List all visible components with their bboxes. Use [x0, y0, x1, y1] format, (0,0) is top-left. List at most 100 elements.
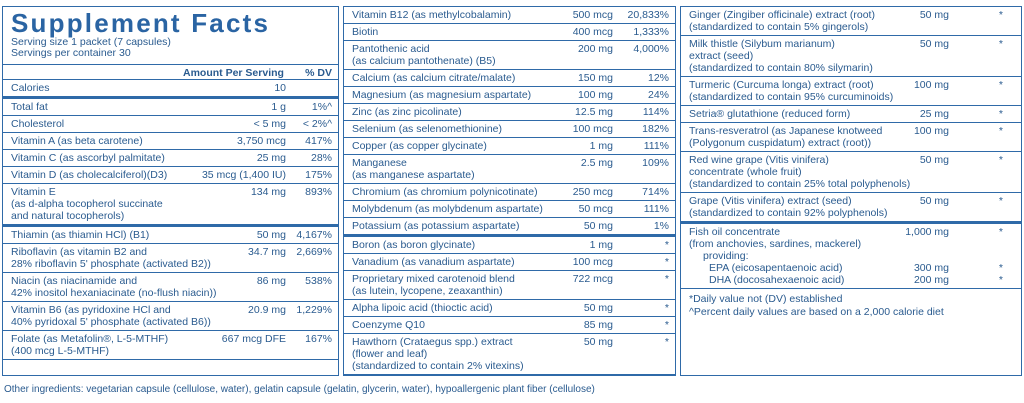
nutrient-dv: 417%: [305, 135, 332, 147]
nutrient-amount: 12.5 mg: [575, 106, 613, 118]
nutrient-dv: 1%^: [311, 101, 332, 113]
nutrient-dv: 714%: [642, 186, 669, 198]
nutrient-amount: 1 g: [271, 101, 286, 113]
nutrient-amount: 722 mcg: [572, 273, 613, 285]
nutrient-row: Magnesium (as magnesium aspartate) 100 mg…: [344, 87, 675, 104]
nutrient-name: Hawthorn (Crataegus spp.) extract: [352, 336, 513, 348]
nutrient-detail: (as calcium pantothenate) (B5): [352, 55, 496, 67]
dha-name: DHA (docosahexaenoic acid): [709, 274, 845, 286]
nutrient-dv: < 2%^: [302, 118, 332, 130]
page-title: Supplement Facts: [11, 8, 271, 38]
nutrient-dv: 2,669%: [296, 246, 332, 258]
nutrient-amount: 50 mcg: [578, 203, 613, 215]
nutrient-row: Setria® glutathione (reduced form) 25 mg *: [681, 106, 1021, 123]
nutrient-name: Proprietary mixed carotenoid blend: [352, 273, 515, 285]
nutrient-row: Potassium (as potassium aspartate) 50 mg 1…: [344, 218, 675, 237]
nutrient-dv: *: [998, 38, 1003, 50]
nutrient-row: Vitamin B6 (as pyridoxine HCl and 40% pyr…: [3, 302, 338, 331]
column-header: Amount Per Serving % DV: [3, 64, 338, 80]
nutrient-name: Manganese: [352, 157, 407, 169]
nutrient-row: Vitamin A (as beta carotene) 3,750 mcg 417…: [3, 133, 338, 150]
nutrient-row: Molybdenum (as molybdenum aspartate) 50 m…: [344, 201, 675, 218]
nutrient-name: Niacin (as niacinamide and: [11, 275, 138, 287]
fish-oil-providing: providing:: [703, 250, 749, 262]
nutrient-amount: 100 mcg: [572, 256, 613, 268]
nutrient-name: Setria® glutathione (reduced form): [689, 108, 851, 120]
nutrient-amount: 85 mg: [583, 319, 613, 331]
nutrient-name: Cholesterol: [11, 118, 65, 130]
nutrient-row: Coenzyme Q10 85 mg *: [344, 317, 675, 334]
other-ingredients: Other ingredients: vegetarian capsule (c…: [4, 384, 595, 395]
nutrient-row: Total fat 1 g 1%^: [3, 99, 338, 116]
nutrient-amount: 50 mg: [256, 229, 286, 241]
nutrient-name: Trans-resveratrol (as Japanese knotweed: [689, 125, 883, 137]
nutrient-row: Proprietary mixed carotenoid blend (as lu…: [344, 271, 675, 300]
nutrient-detail: concentrate (whole fruit): [689, 166, 802, 178]
nutrient-detail: (standardized to contain 95% curcuminoid…: [689, 91, 894, 103]
nutrient-amount: 3,750 mcg: [236, 135, 286, 147]
nutrient-dv: 114%: [642, 106, 669, 118]
nutrient-name: Molybdenum (as molybdenum aspartate): [352, 203, 543, 215]
nutrient-row: Turmeric (Curcuma longa) extract (root)(…: [681, 77, 1021, 106]
nutrient-row: Chromium (as chromium polynicotinate) 250…: [344, 184, 675, 201]
nutrient-amount: 667 mcg DFE: [221, 333, 286, 345]
nutrient-name: Ginger (Zingiber officinale) extract (ro…: [689, 9, 875, 21]
nutrient-amount: 50 mg: [919, 9, 949, 21]
dha-amount: 200 mg: [913, 274, 949, 286]
nutrient-name: Fish oil concentrate: [689, 226, 781, 238]
nutrient-amount: 1,000 mg: [905, 226, 949, 238]
nutrient-name: Turmeric (Curcuma longa) extract (root): [689, 79, 874, 91]
nutrient-row: Ginger (Zingiber officinale) extract (ro…: [681, 7, 1021, 36]
nutrient-amount: < 5 mg: [253, 118, 286, 130]
nutrient-dv: 109%: [642, 157, 669, 169]
nutrient-name: Vitamin C (as ascorbyl palmitate): [11, 152, 165, 164]
nutrient-detail: (400 mcg L-5-MTHF): [11, 345, 110, 357]
nutrient-name: Folate (as Metafolin®, L-5-MTHF): [11, 333, 169, 345]
nutrient-dv: 175%: [305, 169, 332, 181]
nutrient-dv: 4,167%: [296, 229, 332, 241]
nutrient-dv: 111%: [643, 203, 669, 215]
dv-header: % DV: [305, 67, 332, 79]
nutrient-dv: 167%: [305, 333, 332, 345]
nutrient-detail: and natural tocopherols): [11, 210, 125, 222]
epa-amount: 300 mg: [913, 262, 949, 274]
nutrient-name: Copper (as copper glycinate): [352, 140, 487, 152]
nutrient-row: Vanadium (as vanadium aspartate) 100 mcg *: [344, 254, 675, 271]
nutrient-dv: 1%: [653, 220, 669, 232]
nutrient-dv: *: [998, 154, 1003, 166]
nutrient-detail: (standardized to contain 25% total polyp…: [689, 178, 911, 190]
nutrient-row: Biotin 400 mcg 1,333%: [344, 24, 675, 41]
nutrient-dv: *: [664, 302, 669, 314]
nutrient-amount: 2.5 mg: [580, 157, 613, 169]
nutrient-detail: 42% inositol hexaniacinate (no-flush nia…: [11, 287, 217, 299]
nutrient-amount: 400 mcg: [572, 26, 613, 38]
servings-per-container: Servings per container 30: [11, 47, 131, 59]
nutrient-detail: (standardized to contain 80% silymarin): [689, 62, 873, 74]
nutrient-amount: 50 mg: [919, 195, 949, 207]
nutrient-name: Vitamin D (as cholecalciferol)(D3): [11, 169, 168, 181]
nutrient-name: Magnesium (as magnesium aspartate): [352, 89, 532, 101]
supplement-facts-column-3: Ginger (Zingiber officinale) extract (ro…: [680, 6, 1022, 376]
nutrient-amount: 25 mg: [256, 152, 286, 164]
nutrient-row: Pantothenic acid (as calcium pantothenate…: [344, 41, 675, 70]
nutrient-amount: 200 mg: [577, 43, 613, 55]
nutrient-list-1: Calories 10 Total fat 1 g 1%^ Cholesterol < 5 …: [3, 80, 338, 360]
nutrient-dv: *: [998, 226, 1003, 238]
nutrient-row: Vitamin C (as ascorbyl palmitate) 25 mg 28…: [3, 150, 338, 167]
nutrient-row: Milk thistle (Silybum marianum) extract (…: [681, 36, 1021, 77]
nutrient-row: Zinc (as zinc picolinate) 12.5 mg 114%: [344, 104, 675, 121]
nutrient-row: Niacin (as niacinamide and 42% inositol h…: [3, 273, 338, 302]
nutrient-row: Calories 10: [3, 80, 338, 99]
nutrient-amount: 50 mg: [583, 302, 613, 314]
nutrient-dv: 1,229%: [296, 304, 332, 316]
nutrient-name: Riboflavin (as vitamin B2 and: [11, 246, 147, 258]
nutrient-name: Boron (as boron glycinate): [352, 239, 476, 251]
nutrient-row: Copper (as copper glycinate) 1 mg 111%: [344, 138, 675, 155]
nutrient-dv: *: [998, 108, 1003, 120]
nutrient-amount: 25 mg: [919, 108, 949, 120]
epa-name: EPA (eicosapentaenoic acid): [709, 262, 843, 274]
nutrient-name: Milk thistle (Silybum marianum): [689, 38, 835, 50]
nutrient-row: Boron (as boron glycinate) 1 mg *: [344, 237, 675, 254]
supplement-facts-column-1: Supplement Facts Serving size 1 packet (…: [2, 6, 339, 376]
nutrient-dv: *: [664, 256, 669, 268]
